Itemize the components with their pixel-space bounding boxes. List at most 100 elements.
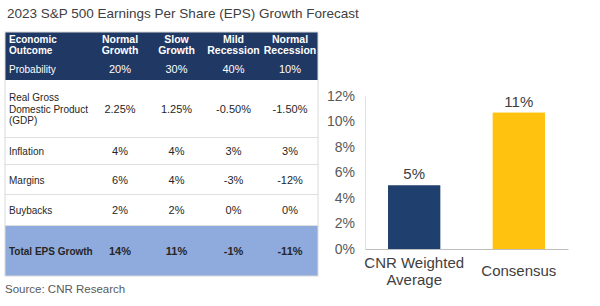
figure: 2023 S&P 500 Earnings Per Share (EPS) Gr… — [0, 0, 600, 306]
text-line: (GDP) — [9, 115, 37, 126]
row-label: Real GrossDomestic Product(GDP) — [9, 92, 88, 126]
table-cell: 3% — [282, 145, 298, 157]
table-cell: 4% — [169, 145, 185, 157]
table-row-background — [5, 32, 318, 58]
data-labels: 5%11% — [403, 93, 533, 183]
table-row-background — [5, 80, 318, 138]
y-tick: 8% — [335, 139, 365, 155]
text-line: 30% — [165, 63, 187, 75]
table: EconomicOutcomeNormalGrowthSlowGrowthMil… — [5, 32, 318, 276]
table-row-background — [5, 58, 318, 80]
table-cell: NormalGrowth — [102, 33, 139, 57]
text-line: 4% — [112, 145, 128, 157]
text-line: -12% — [277, 174, 303, 186]
text-line: Growth — [102, 44, 139, 56]
table-cell: -1% — [224, 245, 244, 257]
y-tick-label: 10% — [327, 113, 355, 129]
title: 2023 S&P 500 Earnings Per Share (EPS) Gr… — [7, 6, 359, 21]
table-cell: 11% — [166, 245, 188, 257]
table-row-background — [5, 165, 318, 195]
y-tick-label: 12% — [327, 88, 355, 104]
table-cell: 3% — [226, 145, 242, 157]
text-line: Normal — [272, 33, 308, 45]
text-line: Slow — [164, 33, 189, 45]
y-tick-label: 2% — [335, 215, 355, 231]
x-tick-label: CNR WeightedAverage — [364, 254, 464, 288]
table-cell: 40% — [222, 63, 244, 75]
table-cell: -1.50% — [273, 103, 308, 115]
y-tick: 2% — [335, 215, 365, 231]
text-line: 4% — [169, 145, 185, 157]
x-axis: CNR WeightedAverage Consensus — [364, 249, 568, 288]
table-cell: 14% — [109, 245, 131, 257]
y-tick: 10% — [327, 113, 365, 129]
text-line: Total EPS Growth — [9, 246, 93, 257]
bar — [493, 113, 545, 249]
y-axis-line — [365, 97, 366, 250]
text-line: 2.25% — [104, 103, 135, 115]
text-line: 11% — [166, 245, 188, 257]
text-line: 10% — [279, 63, 301, 75]
text-line: Growth — [158, 44, 195, 56]
bars — [388, 113, 545, 249]
text-line: Normal — [102, 33, 138, 45]
text-line: -3% — [224, 174, 244, 186]
text-line: 2% — [169, 204, 185, 216]
text-line: 0% — [226, 204, 242, 216]
text-line: Mild — [223, 33, 244, 45]
text-line: Recession — [264, 44, 317, 56]
x-tick-label: Consensus — [481, 262, 556, 279]
y-tick: 0% — [335, 241, 365, 257]
text-line: Probability — [9, 64, 56, 75]
y-tick-label: 8% — [335, 139, 355, 155]
text-line: 2% — [112, 204, 128, 216]
text-line: Inflation — [9, 146, 44, 157]
text-line: Buybacks — [9, 205, 52, 216]
text-line: 20% — [109, 63, 131, 75]
text-line: CNR Weighted — [364, 254, 464, 271]
table-cell: 20% — [109, 63, 131, 75]
row-label: Margins — [9, 175, 45, 186]
text-line: Margins — [9, 175, 45, 186]
table-cell: -3% — [224, 174, 244, 186]
text-line: Real Gross — [9, 92, 59, 103]
text-line: 0% — [282, 204, 298, 216]
row-label: Probability — [9, 64, 56, 75]
table-cell: NormalRecession — [264, 33, 317, 57]
text-line: Consensus — [481, 262, 556, 279]
table-cell: 2% — [169, 204, 185, 216]
table-cell: 1.25% — [161, 103, 192, 115]
row-label: Total EPS Growth — [9, 246, 93, 257]
text-line: 3% — [282, 145, 298, 157]
bar — [388, 185, 440, 249]
table-cell: 2.25% — [104, 103, 135, 115]
row-label: Buybacks — [9, 205, 52, 216]
text-line: -1% — [224, 245, 244, 257]
y-tick: 12% — [327, 88, 365, 104]
table-cell: 0% — [226, 204, 242, 216]
table-cell: 2% — [112, 204, 128, 216]
text-line: Domestic Product — [9, 104, 88, 115]
text-line: -0.50% — [216, 103, 251, 115]
row-label: Inflation — [9, 146, 44, 157]
table-row-background — [5, 195, 318, 226]
table-cell: -12% — [277, 174, 303, 186]
text-line: 1.25% — [161, 103, 192, 115]
y-tick-label: 0% — [335, 241, 355, 257]
table-row-background — [5, 138, 318, 165]
text-line: 3% — [226, 145, 242, 157]
table-cell: 4% — [112, 145, 128, 157]
text-line: Average — [386, 271, 442, 288]
text-line: Outcome — [9, 45, 53, 56]
y-tick: 6% — [335, 164, 365, 180]
text-line: 6% — [112, 174, 128, 186]
table-cell: -0.50% — [216, 103, 251, 115]
text-line: 14% — [109, 245, 131, 257]
text-line: -1.50% — [273, 103, 308, 115]
table-cell: 6% — [112, 174, 128, 186]
data-label: 5% — [403, 165, 425, 182]
text-line: Recession — [207, 44, 260, 56]
y-axis: 0% 2% 4% 6% 8% 10% 12% — [327, 88, 366, 257]
y-tick: 4% — [335, 190, 365, 206]
table-border — [5, 32, 318, 276]
